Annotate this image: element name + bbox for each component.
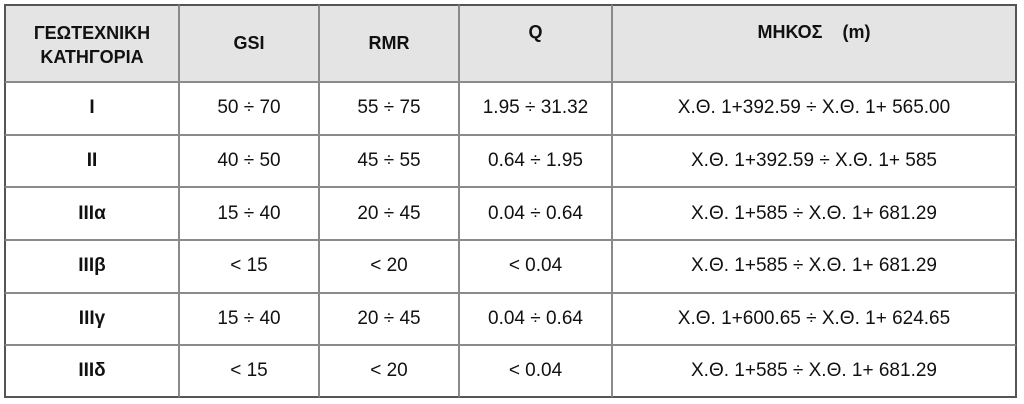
geotechnical-category-table: ΓΕΩΤΕΧΝΙΚΗ ΚΑΤΗΓΟΡΙΑ GSI RMR Q ΜΗΚΟΣ (m)… [4,4,1017,398]
table-row: IIIα 15 ÷ 40 20 ÷ 45 0.04 ÷ 0.64 Χ.Θ. 1+… [4,187,1017,240]
header-length: ΜΗΚΟΣ (m) [612,4,1017,82]
header-category-line2: ΚΑΤΗΓΟΡΙΑ [40,46,144,67]
q-cell: < 0.04 [459,239,612,293]
rmr-cell: 20 ÷ 45 [319,187,459,240]
length-cell: Χ.Θ. 1+585 ÷ Χ.Θ. 1+ 681.29 [612,345,1017,398]
length-cell: Χ.Θ. 1+600.65 ÷ Χ.Θ. 1+ 624.65 [612,292,1017,346]
q-cell: 0.64 ÷ 1.95 [459,134,612,188]
category-cell: IIIα [4,187,179,240]
gsi-cell: < 15 [179,345,319,398]
rmr-cell: 55 ÷ 75 [319,82,459,135]
q-cell: < 0.04 [459,345,612,398]
header-row: ΓΕΩΤΕΧΝΙΚΗ ΚΑΤΗΓΟΡΙΑ GSI RMR Q ΜΗΚΟΣ (m) [4,4,1017,82]
gsi-cell: < 15 [179,239,319,293]
table-row: IIIδ < 15 < 20 < 0.04 Χ.Θ. 1+585 ÷ Χ.Θ. … [4,345,1017,398]
header-q: Q [459,4,612,82]
gsi-cell: 15 ÷ 40 [179,187,319,240]
rmr-cell: < 20 [319,239,459,293]
rmr-cell: 20 ÷ 45 [319,292,459,346]
table-row: II 40 ÷ 50 45 ÷ 55 0.64 ÷ 1.95 Χ.Θ. 1+39… [4,134,1017,188]
category-cell: IIIβ [4,239,179,293]
category-cell: IIIγ [4,292,179,346]
category-cell: II [4,134,179,188]
length-cell: Χ.Θ. 1+392.59 ÷ Χ.Θ. 1+ 585 [612,134,1017,188]
q-cell: 0.04 ÷ 0.64 [459,187,612,240]
rmr-cell: 45 ÷ 55 [319,134,459,188]
length-cell: Χ.Θ. 1+585 ÷ Χ.Θ. 1+ 681.29 [612,187,1017,240]
header-category: ΓΕΩΤΕΧΝΙΚΗ ΚΑΤΗΓΟΡΙΑ [4,4,179,82]
category-cell: I [4,82,179,135]
table-row: IIIγ 15 ÷ 40 20 ÷ 45 0.04 ÷ 0.64 Χ.Θ. 1+… [4,292,1017,346]
table-row: IIIβ < 15 < 20 < 0.04 Χ.Θ. 1+585 ÷ Χ.Θ. … [4,239,1017,293]
header-category-line1: ΓΕΩΤΕΧΝΙΚΗ [33,22,151,43]
header-gsi: GSI [179,4,319,82]
length-cell: Χ.Θ. 1+392.59 ÷ Χ.Θ. 1+ 565.00 [612,82,1017,135]
rmr-cell: < 20 [319,345,459,398]
length-cell: Χ.Θ. 1+585 ÷ Χ.Θ. 1+ 681.29 [612,239,1017,293]
q-cell: 0.04 ÷ 0.64 [459,292,612,346]
table-row: I 50 ÷ 70 55 ÷ 75 1.95 ÷ 31.32 Χ.Θ. 1+39… [4,82,1017,135]
category-cell: IIIδ [4,345,179,398]
q-cell: 1.95 ÷ 31.32 [459,82,612,135]
header-rmr: RMR [319,4,459,82]
gsi-cell: 50 ÷ 70 [179,82,319,135]
gsi-cell: 40 ÷ 50 [179,134,319,188]
gsi-cell: 15 ÷ 40 [179,292,319,346]
